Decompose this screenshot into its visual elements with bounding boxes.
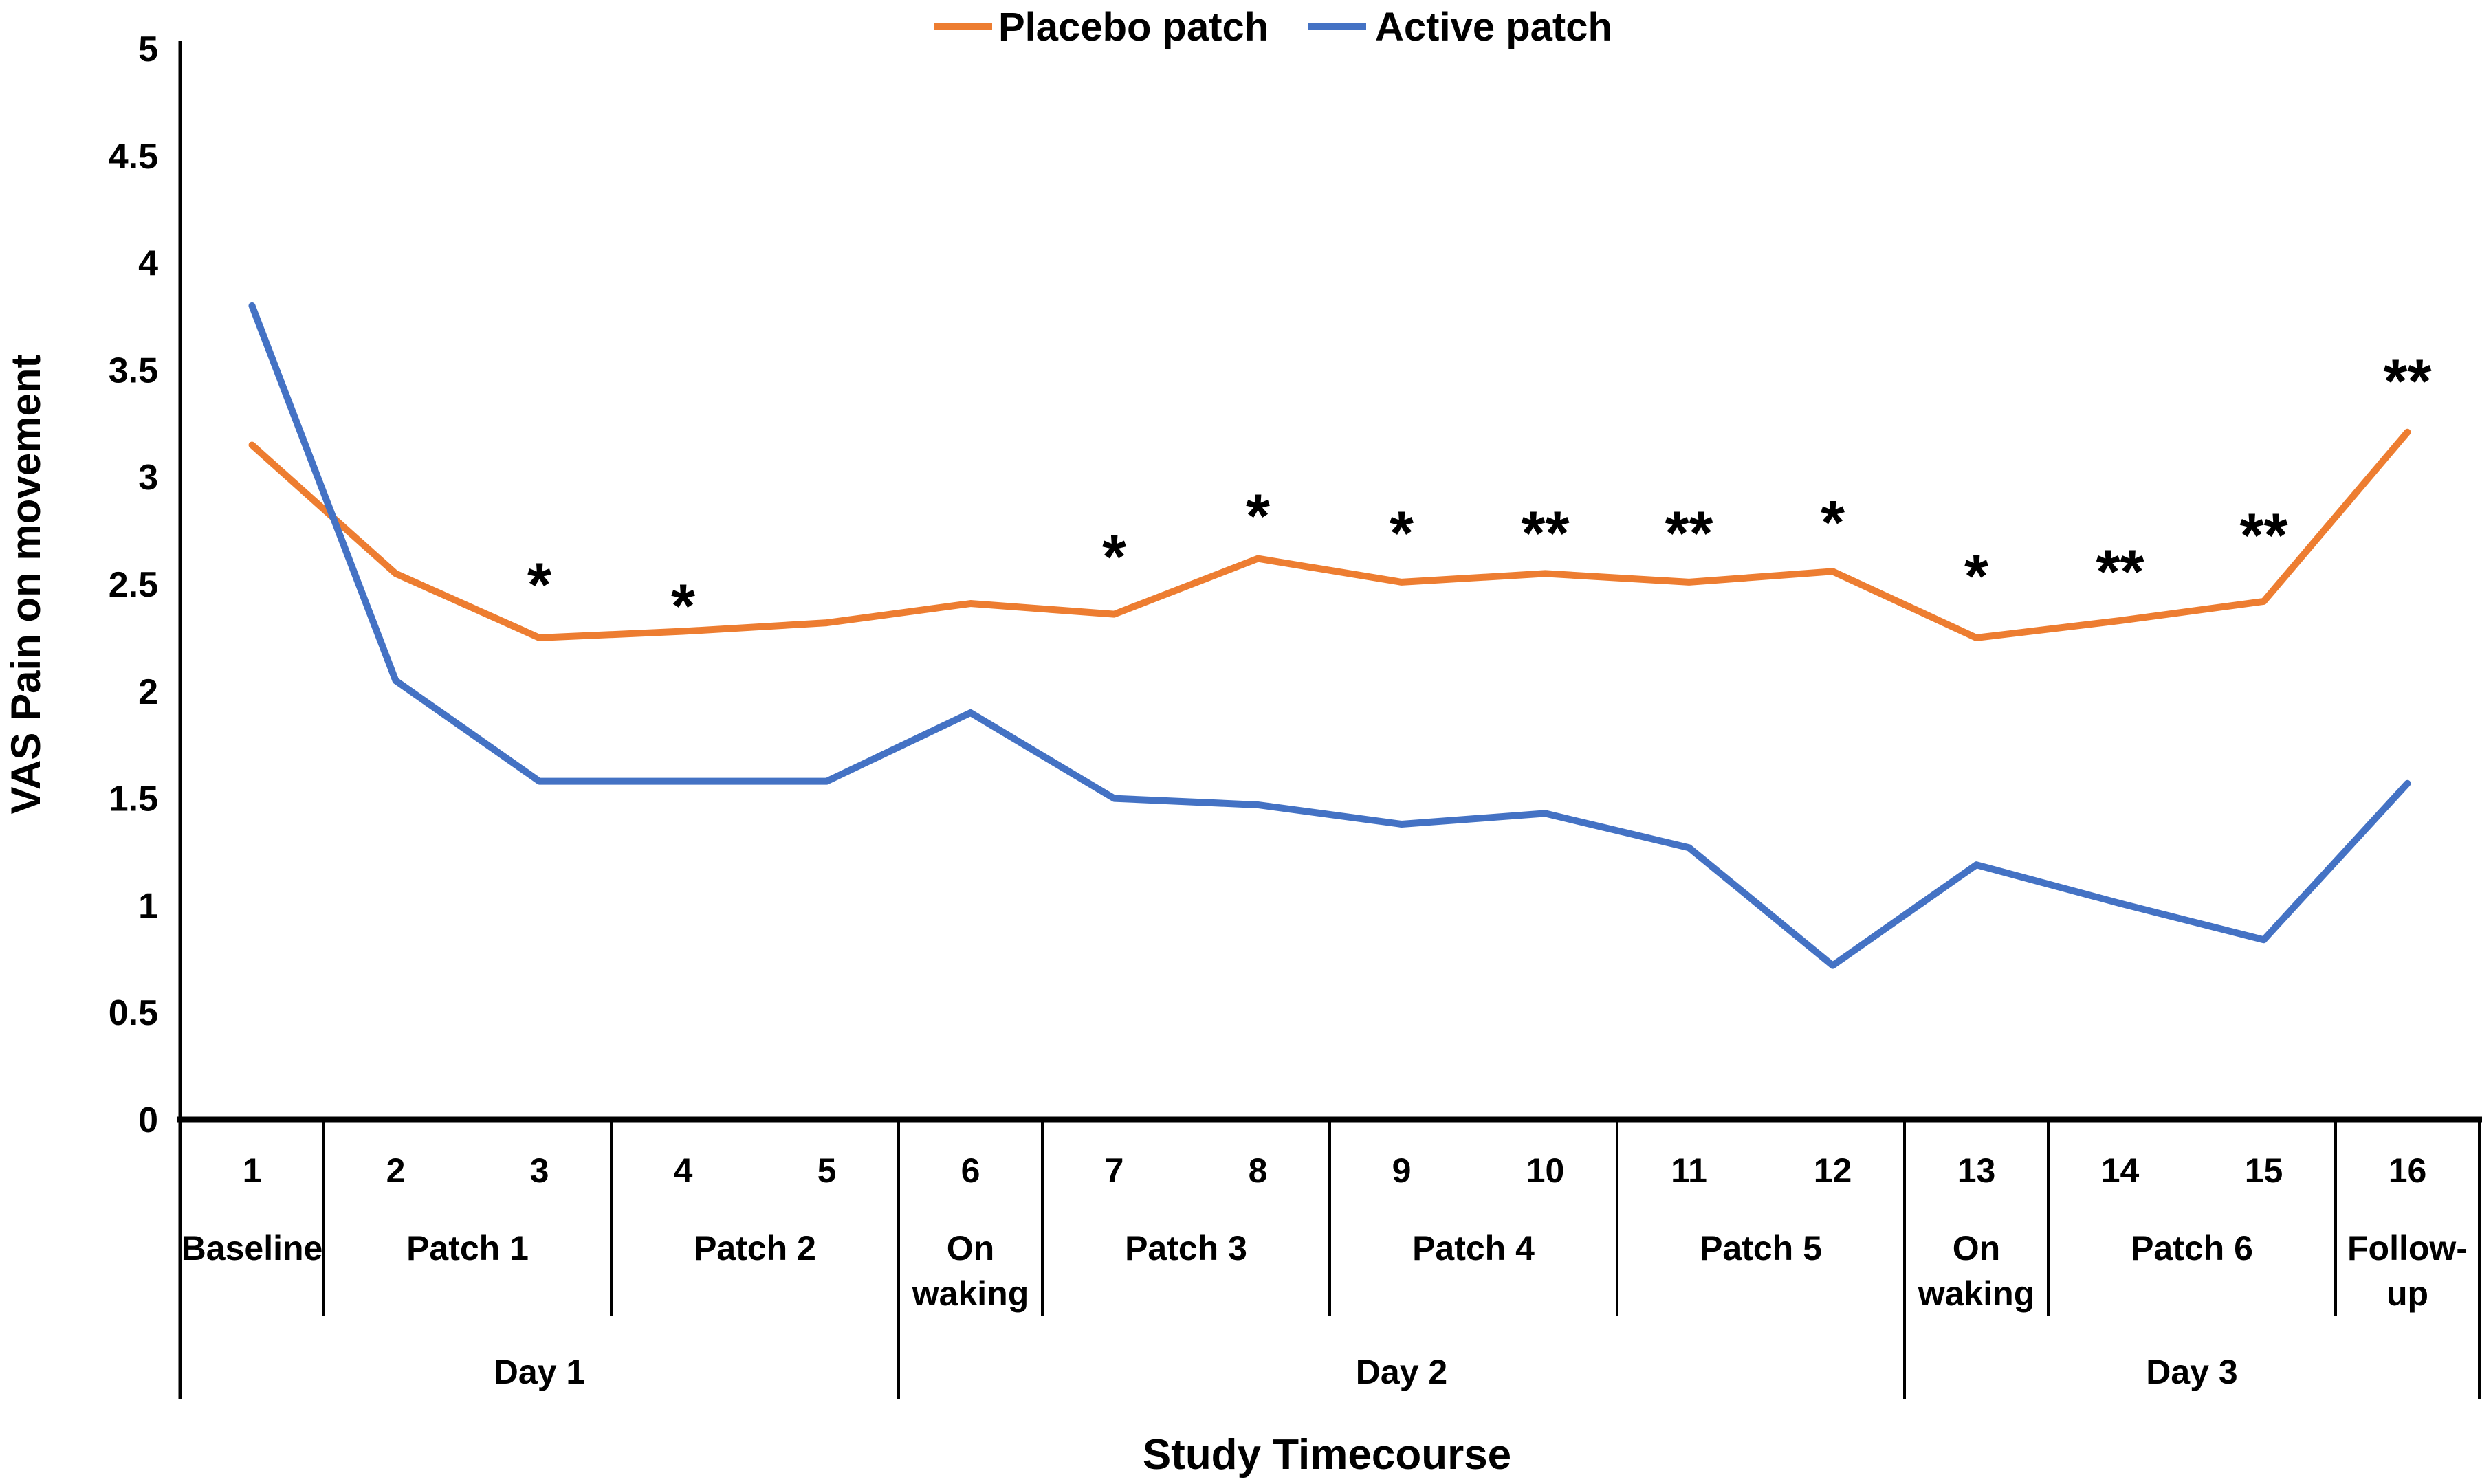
table-timepoint-number: 8 bbox=[1249, 1151, 1268, 1190]
table-group-label: Patch 6 bbox=[2131, 1229, 2253, 1267]
table-day-label: Day 2 bbox=[1356, 1353, 1447, 1391]
significance-marker: * bbox=[1246, 483, 1270, 551]
table-timepoint-number: 16 bbox=[2389, 1151, 2427, 1190]
y-tick-label: 0 bbox=[138, 1100, 158, 1140]
significance-marker: * bbox=[1964, 542, 1988, 611]
y-tick-label: 1.5 bbox=[109, 779, 158, 819]
table-timepoint-number: 3 bbox=[530, 1151, 549, 1190]
table-group-label: Patch 4 bbox=[1412, 1229, 1535, 1267]
y-tick-label: 2 bbox=[138, 672, 158, 712]
series-line-active-patch bbox=[248, 302, 2411, 969]
table-group-label: waking bbox=[1918, 1274, 2034, 1313]
legend-placebo-label: Placebo patch bbox=[998, 5, 1269, 49]
legend: Placebo patch Active patch bbox=[934, 5, 1612, 49]
significance-marker: * bbox=[1821, 489, 1845, 557]
y-tick-label: 4 bbox=[138, 244, 158, 284]
table-group-label: Patch 2 bbox=[694, 1229, 816, 1267]
y-tick-label: 3 bbox=[138, 458, 158, 498]
significance-marker: ** bbox=[1521, 500, 1569, 568]
y-tick-label: 1 bbox=[138, 886, 158, 926]
significance-marker: * bbox=[527, 551, 551, 619]
table-timepoint-number: 6 bbox=[961, 1151, 980, 1190]
y-tick-label: 5 bbox=[138, 30, 158, 69]
table-group-label: Patch 5 bbox=[1700, 1229, 1822, 1267]
series-line-placebo-patch bbox=[248, 428, 2411, 641]
table-group-label: waking bbox=[912, 1274, 1029, 1313]
y-tick-label: 3.5 bbox=[109, 351, 158, 390]
significance-marker: * bbox=[1390, 500, 1414, 568]
y-tick-label: 0.5 bbox=[109, 993, 158, 1033]
significance-marker: * bbox=[1102, 523, 1126, 592]
data-series-lines bbox=[248, 302, 2411, 969]
y-axis-tick-labels: 5 4.5 4 3.5 3 2.5 2 1.5 1 0.5 0 bbox=[109, 30, 158, 1140]
table-timepoint-number: 13 bbox=[1957, 1151, 1996, 1190]
table-timepoint-number: 10 bbox=[1526, 1151, 1565, 1190]
table-timepoint-number: 9 bbox=[1392, 1151, 1412, 1190]
significance-marker: ** bbox=[2383, 347, 2431, 416]
significance-marker: ** bbox=[1665, 500, 1713, 568]
table-day-label: Day 3 bbox=[2146, 1353, 2237, 1391]
table-group-label: Patch 1 bbox=[406, 1229, 529, 1267]
significance-marker: ** bbox=[2239, 502, 2287, 571]
legend-active-label: Active patch bbox=[1375, 5, 1612, 49]
table-group-label: On bbox=[947, 1229, 994, 1267]
y-tick-label: 2.5 bbox=[109, 565, 158, 605]
table-timepoint-number: 12 bbox=[1814, 1151, 1852, 1190]
table-timepoint-number: 1 bbox=[243, 1151, 262, 1190]
table-group-label: Follow- bbox=[2347, 1229, 2468, 1267]
significance-annotations: * *** * ** ** ** ****** bbox=[527, 347, 2432, 641]
axes-and-table-grid bbox=[177, 41, 2482, 1399]
table-timepoint-number: 2 bbox=[386, 1151, 406, 1190]
table-timepoint-number: 7 bbox=[1105, 1151, 1124, 1190]
table-group-label: Patch 3 bbox=[1125, 1229, 1247, 1267]
table-group-label: up bbox=[2386, 1274, 2428, 1313]
table-timepoint-number: 4 bbox=[674, 1151, 693, 1190]
table-timepoint-number: 15 bbox=[2245, 1151, 2283, 1190]
significance-marker: ** bbox=[2096, 538, 2144, 607]
x-axis-title: Study Timecourse bbox=[1143, 1431, 1511, 1479]
table-group-label: Baseline bbox=[182, 1229, 323, 1267]
table-timepoint-number: 14 bbox=[2101, 1151, 2140, 1190]
table-timepoint-number: 11 bbox=[1671, 1151, 1707, 1190]
y-tick-label: 4.5 bbox=[109, 137, 158, 177]
table-timepoint-number: 5 bbox=[817, 1151, 837, 1190]
significance-marker: * bbox=[671, 572, 695, 641]
table-day-label: Day 1 bbox=[494, 1353, 585, 1391]
table-group-label: On bbox=[1953, 1229, 2000, 1267]
y-axis-title: VAS Pain on movement bbox=[3, 354, 49, 814]
